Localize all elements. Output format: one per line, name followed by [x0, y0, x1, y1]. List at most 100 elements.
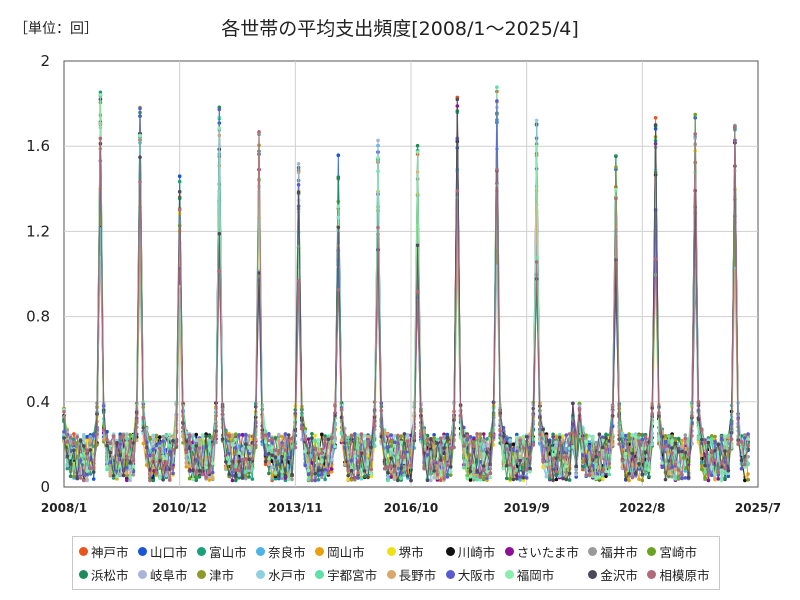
- data-point: [478, 432, 483, 436]
- data-point: [151, 433, 155, 438]
- legend-item: 津市: [197, 565, 250, 584]
- data-point: [379, 434, 384, 439]
- data-point: [600, 445, 605, 450]
- data-point: [435, 472, 440, 477]
- data-point: [396, 433, 400, 438]
- data-point: [518, 475, 522, 479]
- data-point: [584, 433, 588, 438]
- data-point: [313, 472, 318, 476]
- legend-item: 長野市: [386, 565, 440, 584]
- data-point: [452, 445, 456, 450]
- legend-label: 相模原市: [659, 568, 710, 583]
- data-point: [115, 456, 119, 461]
- data-point: [739, 467, 744, 471]
- data-point: [670, 446, 674, 450]
- legend-label: 富山市: [209, 545, 247, 560]
- data-point: [485, 450, 489, 454]
- data-point: [660, 465, 664, 470]
- data-point: [244, 474, 248, 478]
- data-point: [511, 442, 516, 447]
- data-point: [485, 437, 489, 441]
- legend-item: 水戸市: [256, 565, 309, 584]
- data-point: [686, 475, 691, 480]
- data-point: [544, 463, 549, 467]
- data-point: [125, 441, 129, 445]
- data-point: [82, 454, 86, 458]
- data-point: [581, 464, 585, 469]
- data-point: [234, 475, 238, 479]
- legend-item: 浜松市: [79, 565, 132, 584]
- data-point: [746, 432, 750, 436]
- legend-label: 金沢市: [600, 568, 638, 583]
- data-point: [224, 466, 228, 471]
- data-point: [442, 434, 446, 439]
- data-point: [121, 473, 126, 478]
- data-point: [481, 476, 486, 480]
- data-point: [62, 436, 66, 440]
- data-point: [703, 476, 707, 481]
- data-point: [696, 417, 701, 422]
- data-point: [125, 466, 129, 470]
- data-point: [353, 432, 357, 436]
- data-point: [323, 472, 327, 477]
- legend-label: 奈良市: [268, 545, 306, 560]
- data-point: [217, 126, 222, 131]
- data-point: [709, 449, 714, 453]
- data-point: [247, 457, 251, 462]
- data-point: [98, 136, 103, 141]
- data-point: [534, 202, 539, 207]
- data-point: [290, 436, 294, 441]
- data-point: [217, 107, 222, 112]
- data-point: [667, 444, 671, 448]
- data-point: [709, 434, 714, 438]
- data-point: [438, 436, 443, 441]
- data-point: [402, 455, 407, 460]
- data-point: [700, 453, 704, 458]
- data-point: [396, 462, 400, 467]
- data-point: [541, 427, 545, 432]
- legend-marker: [138, 570, 148, 579]
- data-point: [316, 468, 321, 473]
- data-point: [154, 470, 159, 475]
- data-point: [577, 404, 582, 408]
- data-point: [161, 434, 165, 439]
- data-point: [227, 461, 231, 466]
- data-point: [95, 432, 99, 437]
- data-point: [270, 445, 275, 449]
- data-point: [353, 454, 357, 459]
- data-point: [131, 473, 136, 477]
- data-point: [336, 204, 341, 209]
- data-point: [726, 449, 731, 454]
- data-point: [713, 477, 717, 482]
- chart-title: 各世帯の平均支出頻度[2008/1～2025/4]: [221, 18, 579, 40]
- data-point: [210, 461, 215, 466]
- data-point: [237, 451, 241, 455]
- data-point: [78, 476, 83, 480]
- data-point: [88, 439, 93, 443]
- data-point: [475, 478, 479, 482]
- data-point: [296, 162, 301, 166]
- data-point: [564, 464, 569, 469]
- data-point: [683, 476, 688, 480]
- data-point: [191, 464, 195, 468]
- data-point: [508, 469, 512, 474]
- data-point: [448, 465, 453, 469]
- data-point: [432, 475, 436, 480]
- data-point: [405, 466, 410, 470]
- data-point: [511, 477, 516, 482]
- legend-label: 川崎市: [457, 545, 496, 560]
- legend-marker: [445, 547, 455, 556]
- legend-label: 山口市: [150, 545, 188, 560]
- data-point: [743, 478, 747, 483]
- data-point: [224, 460, 228, 464]
- data-point: [415, 290, 420, 294]
- data-point: [508, 463, 512, 467]
- data-point: [280, 443, 284, 447]
- data-point: [296, 279, 301, 283]
- data-point: [614, 154, 618, 158]
- data-point: [386, 470, 390, 475]
- data-point: [359, 477, 364, 481]
- data-point: [620, 433, 625, 438]
- data-point: [244, 433, 248, 437]
- data-point: [630, 451, 635, 456]
